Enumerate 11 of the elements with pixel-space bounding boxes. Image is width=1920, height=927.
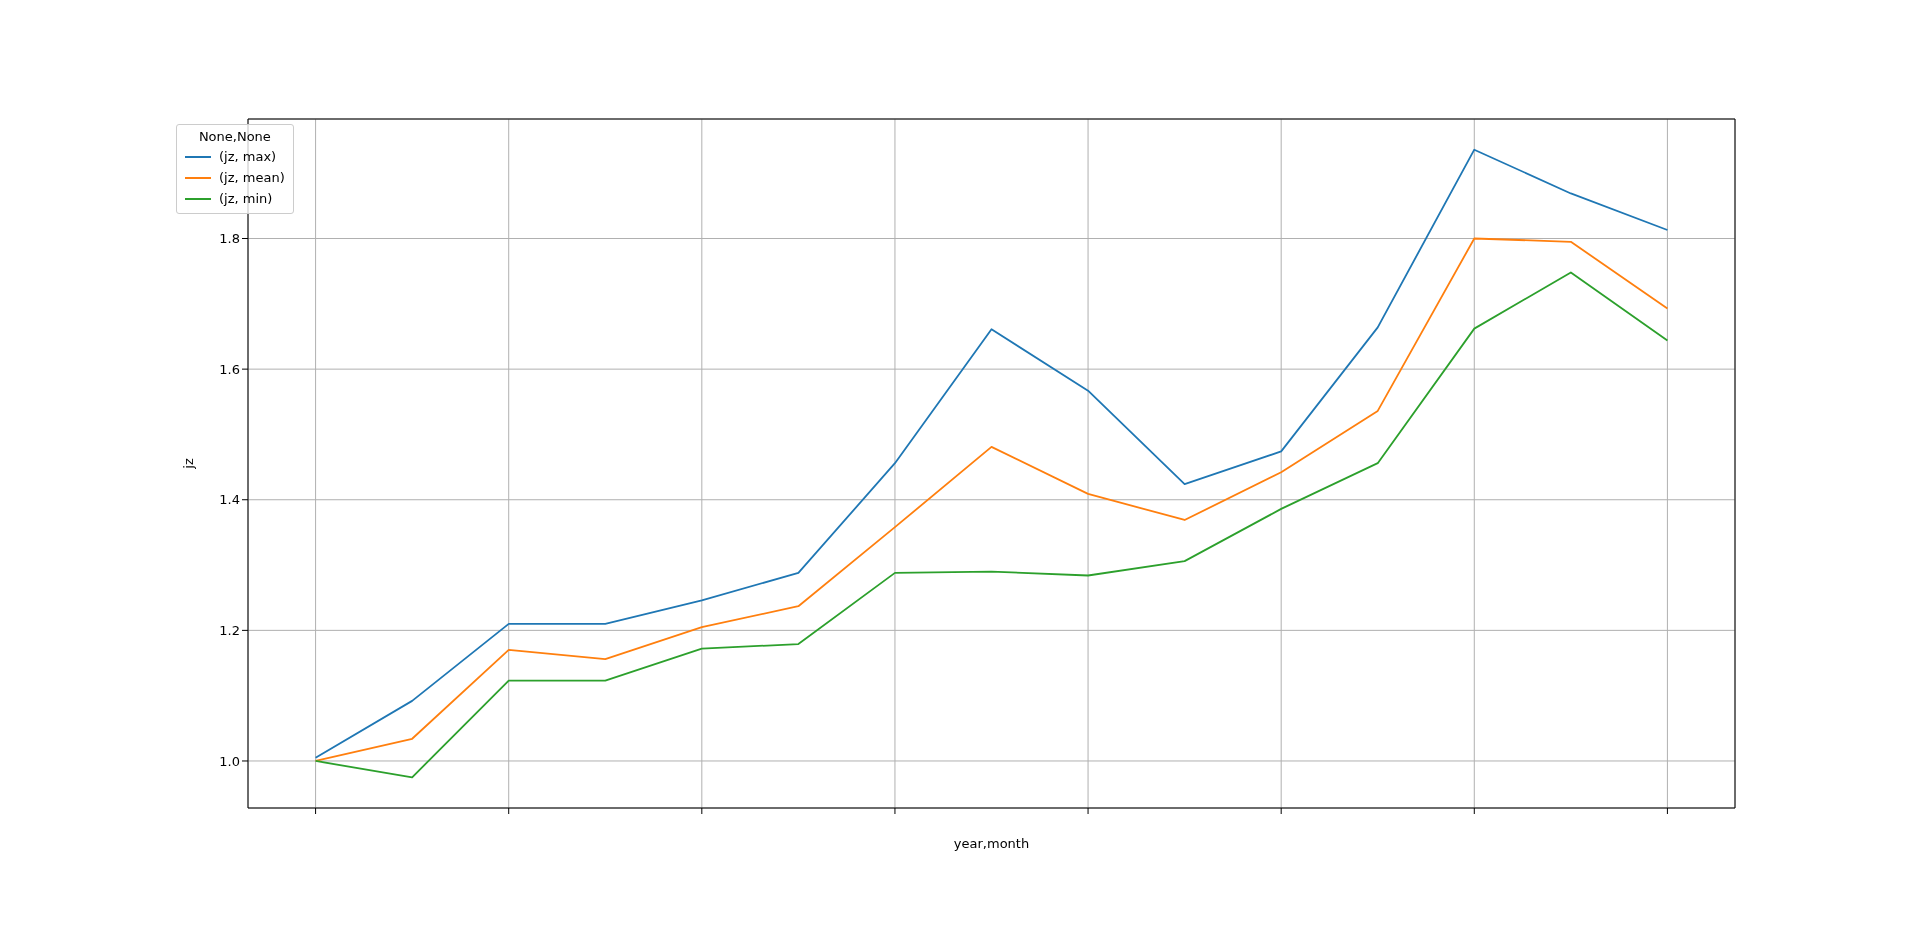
y-tick-label: 1.2 [219,622,240,638]
y-tick-label: 1.8 [219,231,240,247]
legend-label: (jz, max) [219,148,277,166]
y-tick-label: 1.0 [219,753,240,769]
x-axis-title: year,month [953,836,1030,851]
y-tick-label: 1.6 [219,361,240,377]
y-axis-title: jz [180,458,196,470]
legend-title: None,None [197,129,272,144]
legend-label: (jz, min) [219,190,273,208]
legend-label: (jz, mean) [219,169,285,187]
y-tick-label: 1.4 [219,492,240,508]
